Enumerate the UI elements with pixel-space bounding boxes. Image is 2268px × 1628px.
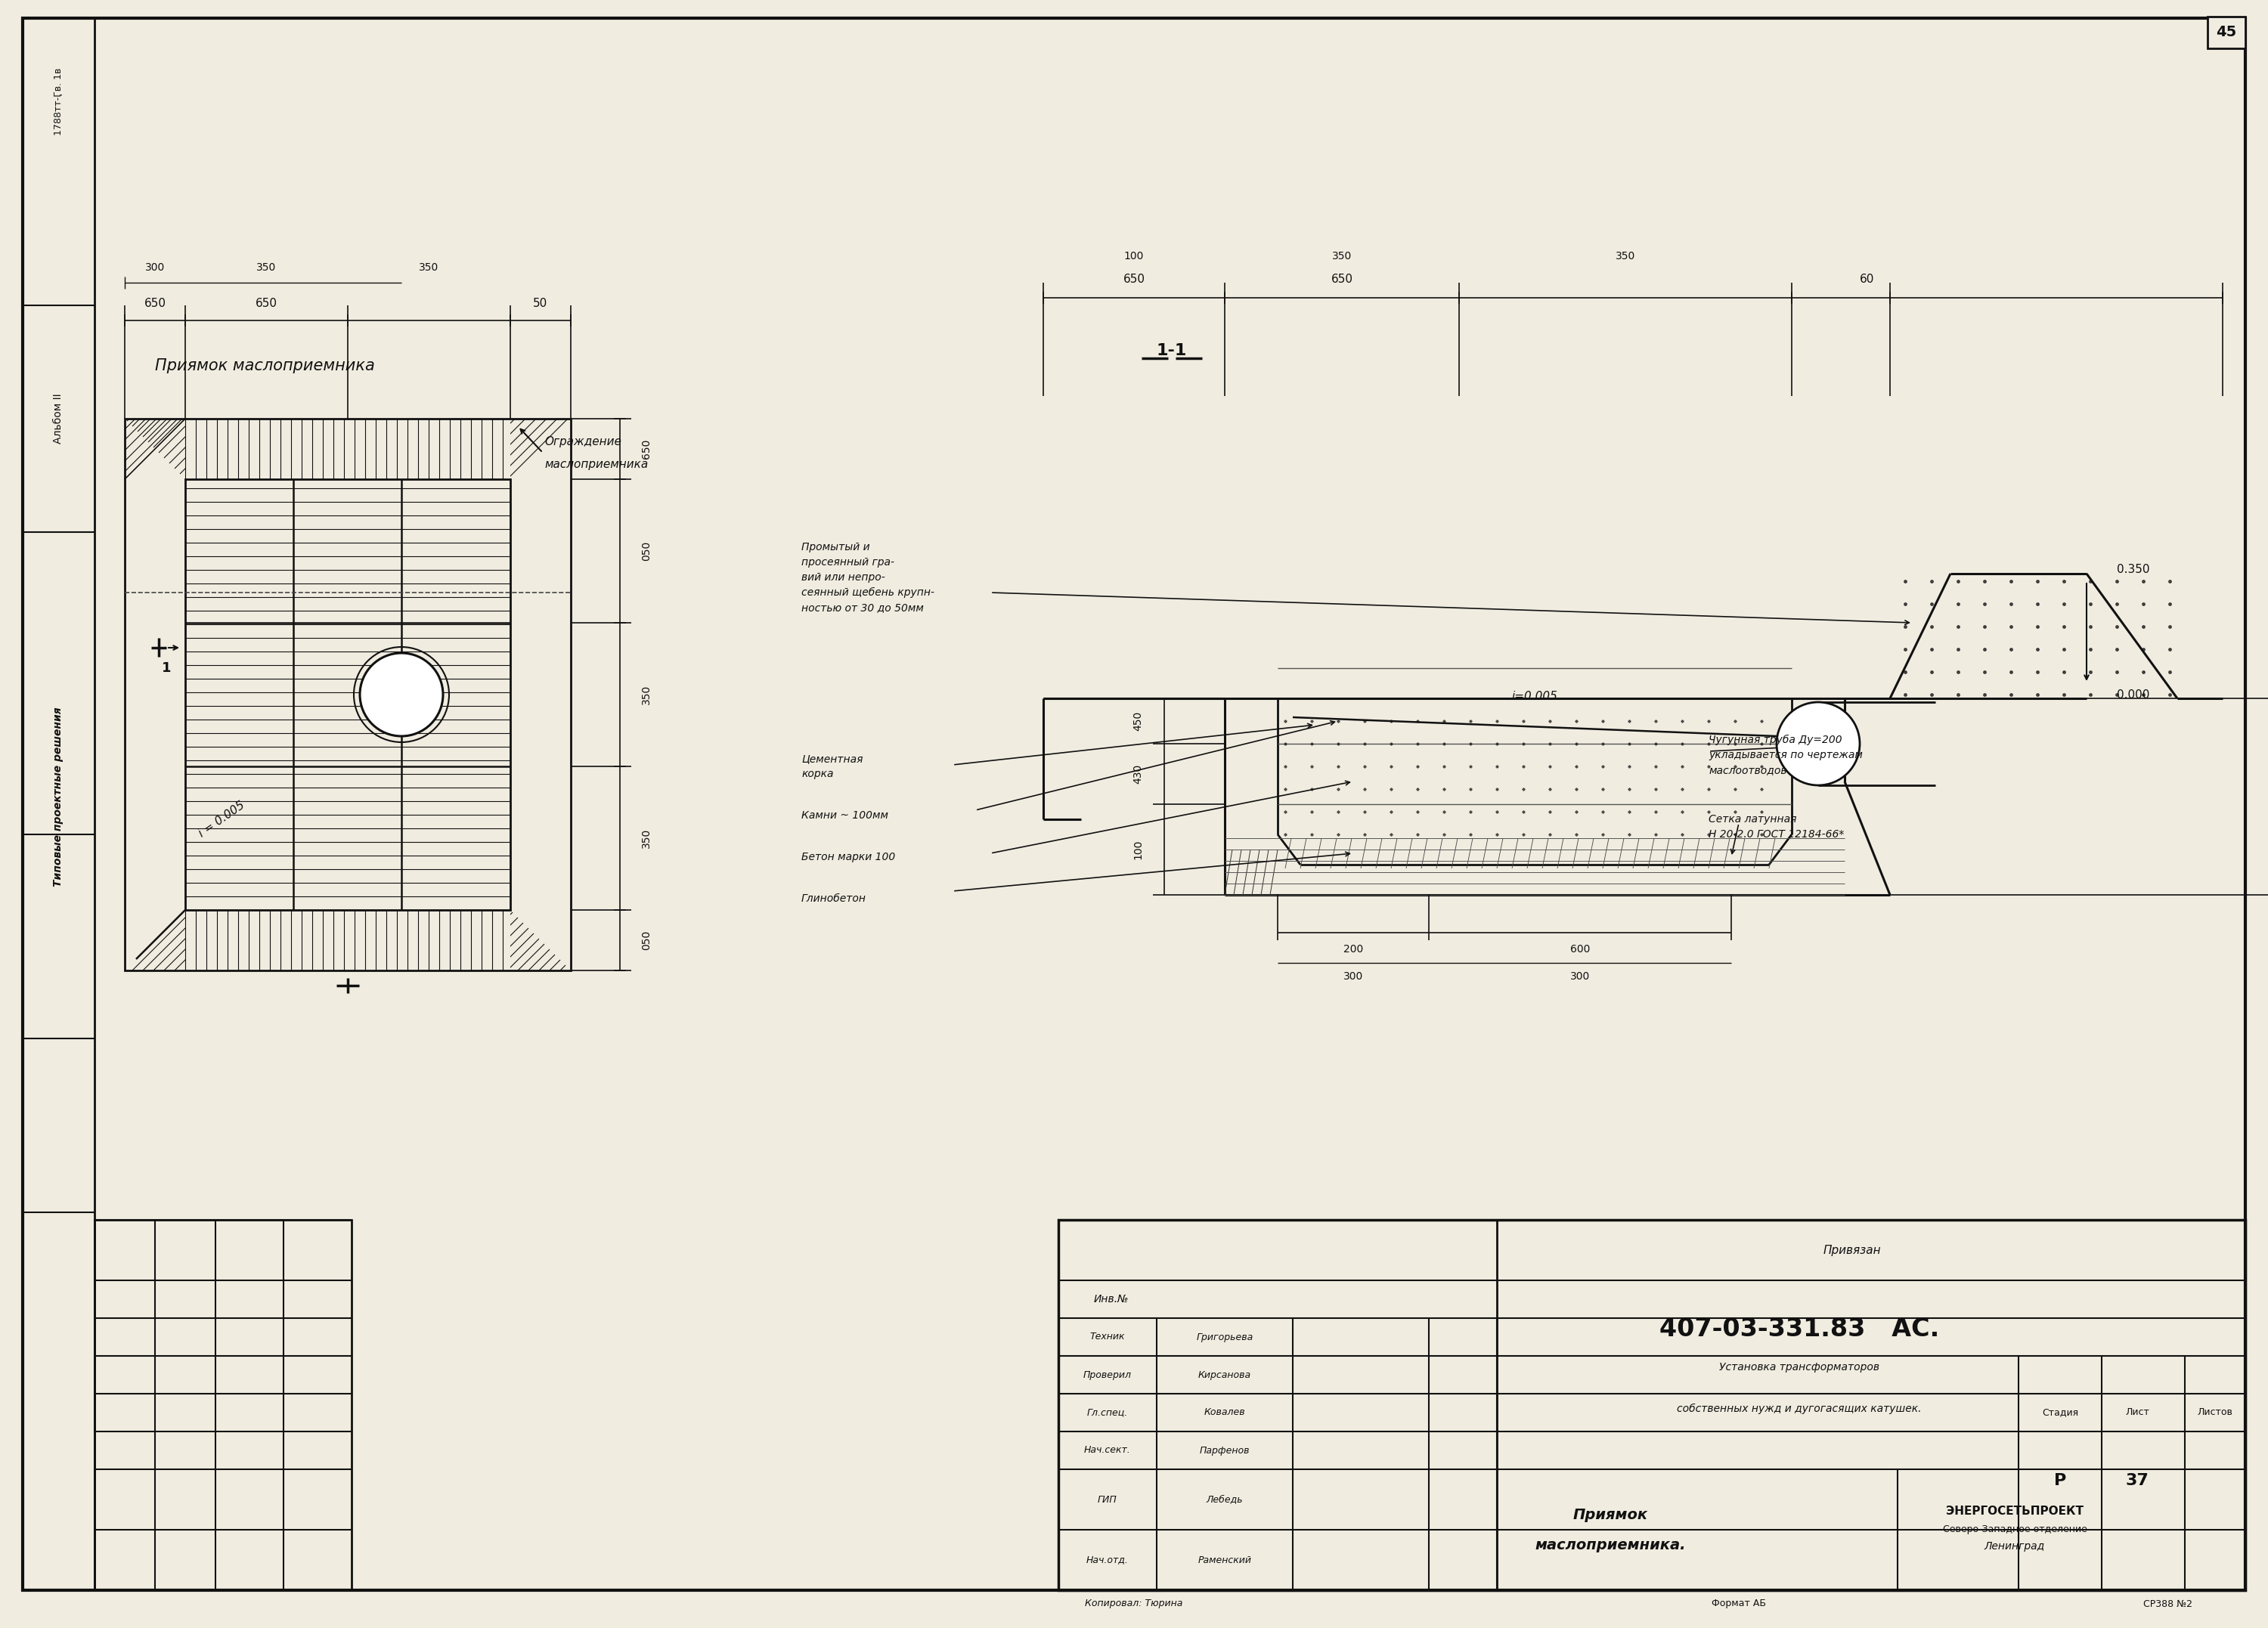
Text: Григорьева: Григорьева	[1195, 1332, 1254, 1341]
Text: Установка трансформаторов: Установка трансформаторов	[1719, 1363, 1880, 1372]
Text: 350: 350	[1615, 251, 1635, 262]
Text: Типовые проектные решения: Типовые проектные решения	[52, 707, 64, 886]
Text: 0.000: 0.000	[2116, 689, 2150, 700]
Text: просеянный гра-: просеянный гра-	[801, 557, 894, 568]
Text: 60: 60	[1860, 274, 1876, 285]
Text: сеянный щебень крупн-: сеянный щебень крупн-	[801, 588, 934, 597]
Text: 37: 37	[2125, 1473, 2148, 1488]
Text: Сетка латунная: Сетка латунная	[1708, 814, 1796, 824]
Text: ГИП: ГИП	[1098, 1495, 1118, 1504]
Text: корка: корка	[801, 768, 835, 780]
Text: вий или непро-: вий или непро-	[801, 571, 885, 583]
Text: 050: 050	[642, 540, 651, 562]
Text: Формат АБ: Формат АБ	[1712, 1599, 1767, 1608]
Text: 450: 450	[1132, 711, 1143, 731]
Text: Ленинград: Ленинград	[1984, 1542, 2046, 1551]
Text: 407-03-331.83   АС.: 407-03-331.83 АС.	[1660, 1317, 1939, 1341]
Bar	[1059, 1219, 2245, 1591]
Text: 100: 100	[1132, 840, 1143, 860]
Text: Ковалев: Ковалев	[1204, 1408, 1245, 1418]
Text: Листов: Листов	[2198, 1408, 2232, 1418]
Text: 650: 650	[145, 298, 166, 309]
Text: 430: 430	[1132, 764, 1143, 783]
Text: 300: 300	[1569, 972, 1590, 982]
Text: 0.350: 0.350	[2116, 565, 2150, 576]
Text: 350: 350	[642, 829, 651, 848]
Text: 350: 350	[1331, 251, 1352, 262]
Bar	[186, 479, 510, 910]
Text: 1788тт-Ӷв. 1в: 1788тт-Ӷв. 1в	[54, 67, 64, 135]
Text: Цементная: Цементная	[801, 754, 862, 764]
Text: Раменский: Раменский	[1198, 1555, 1252, 1565]
Text: Лист: Лист	[2125, 1408, 2150, 1418]
Text: Нач.сект.: Нач.сект.	[1084, 1446, 1132, 1455]
Text: Камни ~ 100мм: Камни ~ 100мм	[801, 811, 889, 821]
Text: Техник: Техник	[1091, 1332, 1125, 1341]
Text: Инв.№: Инв.№	[1093, 1294, 1129, 1304]
Text: 45: 45	[2216, 26, 2236, 39]
Text: Северо-Западное отделение: Северо-Западное отделение	[1944, 1525, 2087, 1535]
Text: 300: 300	[145, 262, 166, 274]
Text: собственных нужд и дугогасящих катушек.: собственных нужд и дугогасящих катушек.	[1676, 1403, 1921, 1415]
Text: 350: 350	[256, 262, 277, 274]
Circle shape	[1776, 702, 1860, 785]
Text: 50: 50	[533, 298, 549, 309]
Text: укладывается по чертежам: укладывается по чертежам	[1708, 751, 1862, 760]
Text: Н 20-2.0 ГОСТ 12184-66*: Н 20-2.0 ГОСТ 12184-66*	[1708, 829, 1844, 840]
Text: P: P	[2055, 1473, 2066, 1488]
Text: маслоприемника: маслоприемника	[544, 459, 649, 470]
Text: i=0.005: i=0.005	[1513, 690, 1558, 702]
Text: 1-1: 1-1	[1157, 344, 1186, 358]
Text: i = 0.005: i = 0.005	[197, 799, 247, 840]
Text: Приямок: Приямок	[1572, 1508, 1649, 1522]
Text: 650: 650	[254, 298, 277, 309]
Text: ЭНЕРГОСЕТЬПРОЕКТ: ЭНЕРГОСЕТЬПРОЕКТ	[1946, 1506, 2084, 1517]
Text: Парфенов: Парфенов	[1200, 1446, 1250, 1455]
Text: 650: 650	[642, 440, 651, 459]
Bar	[2207, 16, 2245, 49]
Text: Глинобетон: Глинобетон	[801, 894, 866, 904]
Text: 600: 600	[1569, 944, 1590, 954]
Text: Бетон марки 100: Бетон марки 100	[801, 851, 896, 863]
Text: Копировал: Тюрина: Копировал: Тюрина	[1084, 1599, 1184, 1608]
Text: маслоотводов: маслоотводов	[1708, 765, 1787, 775]
Text: Промытый и: Промытый и	[801, 542, 871, 552]
Text: 100: 100	[1125, 251, 1143, 262]
Text: Стадия: Стадия	[2041, 1408, 2077, 1418]
Text: Чугунная труба Ду=200: Чугунная труба Ду=200	[1708, 734, 1842, 746]
Text: Проверил: Проверил	[1084, 1369, 1132, 1379]
Circle shape	[361, 653, 442, 736]
Text: 200: 200	[1343, 944, 1363, 954]
Text: Приямок маслоприемника: Приямок маслоприемника	[154, 358, 374, 373]
Text: 650: 650	[1331, 274, 1352, 285]
Text: Ограждение: Ограждение	[544, 436, 621, 448]
Text: 350: 350	[420, 262, 438, 274]
Text: 050: 050	[642, 930, 651, 951]
Text: 350: 350	[642, 685, 651, 705]
Text: 650: 650	[1123, 274, 1145, 285]
Text: 1: 1	[161, 661, 170, 676]
Text: СР388 №2: СР388 №2	[2143, 1599, 2193, 1608]
Text: маслоприемника.: маслоприемника.	[1535, 1538, 1685, 1551]
Bar	[23, 18, 95, 1591]
Text: ностью от 30 до 50мм: ностью от 30 до 50мм	[801, 602, 923, 614]
Bar	[95, 1219, 352, 1591]
Bar	[125, 418, 572, 970]
Text: Альбом II: Альбом II	[52, 394, 64, 444]
Text: 300: 300	[1343, 972, 1363, 982]
Text: Гл.спец.: Гл.спец.	[1086, 1408, 1127, 1418]
Text: Нач.отд.: Нач.отд.	[1086, 1555, 1129, 1565]
Text: Кирсанова: Кирсанова	[1198, 1369, 1252, 1379]
Text: Привязан: Привязан	[1823, 1244, 1880, 1255]
Text: Лебедь: Лебедь	[1207, 1495, 1243, 1504]
